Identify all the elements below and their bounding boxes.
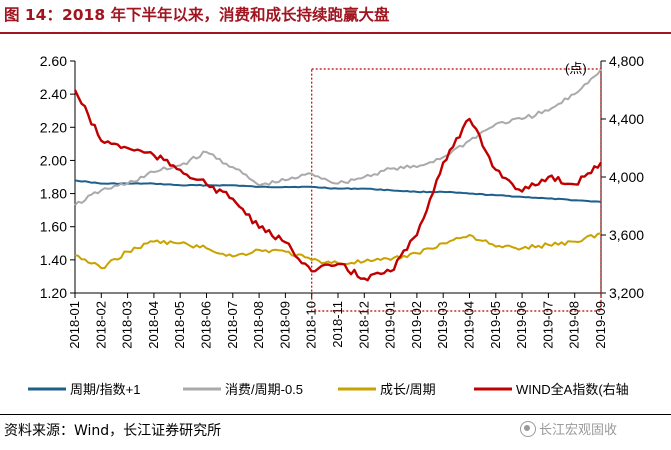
left-tick-label: 2.20	[40, 119, 67, 135]
x-tick-label: 2019-09	[593, 301, 608, 349]
series-line-1	[74, 68, 602, 206]
legend-label: 周期/指数+1	[70, 382, 140, 397]
left-tick-label: 2.60	[40, 53, 67, 69]
x-tick-label: 2018-07	[225, 301, 240, 349]
source-divider	[0, 414, 671, 415]
highlight-rectangle	[311, 68, 602, 312]
x-tick-label: 2019-03	[435, 301, 450, 349]
x-tick-label: 2018-11	[330, 301, 345, 348]
left-tick-label: 1.80	[40, 186, 67, 202]
x-tick-label: 2018-04	[146, 301, 161, 349]
x-tick-label: 2019-07	[540, 301, 555, 349]
title-divider	[0, 32, 671, 34]
axes-frame	[74, 61, 602, 294]
series-line-3	[73, 89, 603, 282]
legend: 周期/指数+1 消费/周期-0.5 成长/周期 WIND全A指数(右轴	[28, 382, 629, 397]
legend-label: WIND全A指数(右轴	[516, 382, 629, 397]
chart: 2.602.402.202.001.801.601.401.20 4,8004,…	[28, 53, 644, 397]
right-tick-label: 4,400	[609, 111, 644, 127]
x-tick-label: 2019-01	[383, 301, 398, 349]
wechat-icon	[520, 421, 536, 437]
x-tick-label: 2019-08	[567, 301, 582, 349]
left-tick-label: 2.00	[40, 152, 67, 168]
right-axis-unit: (点)	[565, 61, 587, 76]
x-tick-label: 2018-10	[304, 301, 319, 349]
x-tick-label: 2018-09	[277, 301, 292, 349]
x-tick-label: 2018-08	[251, 301, 266, 349]
series-lines	[73, 68, 603, 282]
legend-label: 消费/周期-0.5	[225, 382, 303, 397]
right-tick-label: 3,200	[609, 285, 644, 301]
left-tick-label: 2.40	[40, 86, 67, 102]
x-tick-label: 2018-01	[67, 301, 82, 349]
watermark: 长江宏观固收	[520, 419, 617, 438]
x-tick-label: 2018-05	[172, 301, 187, 349]
x-tick-label: 2019-06	[514, 301, 529, 349]
right-axis-ticks: 4,800 4,400 4,000 3,600 3,200	[601, 53, 644, 301]
x-tick-label: 2018-02	[93, 301, 108, 349]
x-tick-label: 2019-02	[409, 301, 424, 349]
x-tick-label: 2019-05	[488, 301, 503, 349]
watermark-text: 长江宏观固收	[539, 423, 618, 438]
x-tick-label: 2018-03	[120, 301, 135, 349]
x-axis-ticks: 2018-01 2018-02 2018-03 2018-04 2018-05 2018-…	[67, 293, 608, 349]
chart-title: 图 14：2018 年下半年以来，消费和成长持续跑赢大盘	[4, 6, 390, 24]
left-tick-label: 1.20	[40, 285, 67, 301]
legend-label: 成长/周期	[380, 382, 436, 397]
source-note: 资料来源：Wind，长江证券研究所	[4, 423, 222, 439]
left-axis-ticks: 2.60 2.40 2.20 2.00 1.80 1.60 1.40 1.20	[40, 53, 75, 301]
left-tick-label: 1.60	[40, 219, 67, 235]
right-tick-label: 4,000	[609, 169, 644, 185]
right-tick-label: 3,600	[609, 227, 644, 243]
left-tick-label: 1.40	[40, 252, 67, 268]
x-tick-label: 2018-06	[199, 301, 214, 349]
x-tick-label: 2019-04	[462, 301, 477, 349]
series-line-0	[74, 179, 602, 203]
right-tick-label: 4,800	[609, 53, 644, 69]
highlight-box	[311, 68, 602, 312]
x-tick-label: 2018-12	[356, 301, 371, 349]
